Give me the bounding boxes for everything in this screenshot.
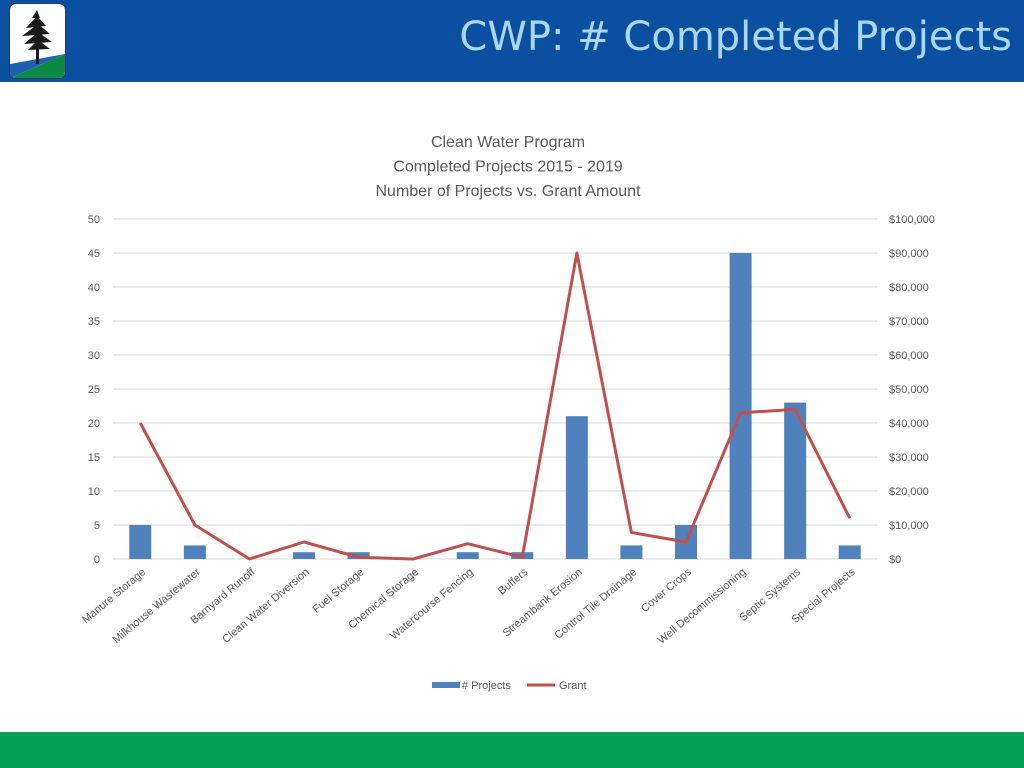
left-axis-tick-label: 45 <box>88 248 100 260</box>
category-label: Fuel Storage <box>311 566 367 616</box>
bar-projects <box>565 416 588 559</box>
left-axis-tick-label: 40 <box>88 282 100 294</box>
legend-label-projects: # Projects <box>462 680 511 692</box>
right-axis-tick-label: $70,000 <box>889 316 929 328</box>
right-axis-tick-label: $100,000 <box>889 214 935 226</box>
left-axis-tick-label: 50 <box>88 214 100 226</box>
bar-projects <box>838 545 861 559</box>
bar-projects <box>293 552 315 559</box>
bar-projects <box>129 525 152 559</box>
combo-chart: Clean Water Program Completed Projects 20… <box>80 134 935 692</box>
bar-projects <box>620 545 643 559</box>
left-axis-tick-label: 5 <box>94 520 100 532</box>
left-axis-tick-label: 20 <box>88 418 100 430</box>
category-label: Cover Crops <box>639 566 694 615</box>
left-axis-tick-label: 10 <box>88 486 100 498</box>
category-label: Buffers <box>496 566 531 598</box>
right-axis-tick-label: $0 <box>889 554 901 566</box>
left-axis-tick-label: 0 <box>94 554 100 566</box>
right-axis-tick-label: $10,000 <box>889 520 929 532</box>
chart-title-line: Completed Projects 2015 - 2019 <box>393 159 623 176</box>
bar-projects <box>347 552 370 559</box>
slide-footer-bar <box>0 732 1024 768</box>
bar-projects <box>456 552 479 559</box>
chart-title-line: Number of Projects vs. Grant Amount <box>376 183 642 200</box>
category-label: Milkhouse Wastewater <box>111 566 203 646</box>
slide-header: CWP: # Completed Projects <box>0 0 1024 82</box>
left-axis-tick-label: 25 <box>88 384 100 396</box>
right-axis-tick-label: $60,000 <box>889 350 929 362</box>
right-axis-tick-label: $90,000 <box>889 248 929 260</box>
chart-title-line: Clean Water Program <box>431 134 585 151</box>
right-axis-tick-label: $30,000 <box>889 452 929 464</box>
bar-projects <box>729 253 752 559</box>
legend-swatch-projects <box>432 682 460 688</box>
pine-tree-logo-icon <box>9 3 66 79</box>
left-axis-tick-label: 30 <box>88 350 100 362</box>
right-axis-tick-label: $20,000 <box>889 486 929 498</box>
grant-line <box>138 251 852 561</box>
right-axis-tick-label: $80,000 <box>889 282 929 294</box>
page-title: CWP: # Completed Projects <box>459 14 1012 60</box>
category-label: Well Decommissioning <box>656 566 749 647</box>
left-axis-tick-label: 15 <box>88 452 100 464</box>
right-axis-tick-label: $50,000 <box>889 384 929 396</box>
bar-projects <box>183 545 206 559</box>
legend-label-grant: Grant <box>559 680 587 692</box>
bar-projects <box>784 402 807 559</box>
left-axis-tick-label: 35 <box>88 316 100 328</box>
right-axis-tick-label: $40,000 <box>889 418 929 430</box>
